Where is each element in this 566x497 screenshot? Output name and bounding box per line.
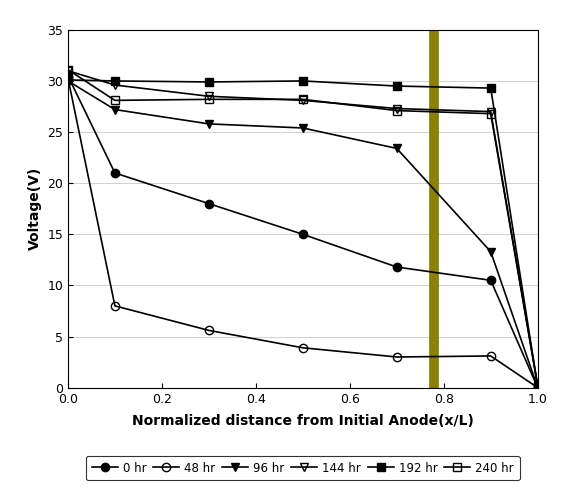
96 hr	[205, 121, 212, 127]
240 hr	[393, 108, 400, 114]
192 hr	[393, 83, 400, 89]
0 hr	[205, 201, 212, 207]
Line: 144 hr: 144 hr	[64, 67, 542, 390]
144 hr	[112, 82, 118, 88]
0 hr	[534, 385, 541, 391]
240 hr	[112, 97, 118, 103]
Y-axis label: Voltage(V): Voltage(V)	[28, 167, 42, 250]
240 hr	[205, 96, 212, 102]
240 hr	[534, 383, 541, 389]
0 hr	[393, 264, 400, 270]
192 hr	[65, 77, 71, 83]
X-axis label: Normalized distance from Initial Anode(x/L): Normalized distance from Initial Anode(x…	[132, 414, 474, 428]
192 hr	[205, 79, 212, 85]
0 hr	[487, 277, 494, 283]
48 hr	[487, 353, 494, 359]
96 hr	[534, 385, 541, 391]
144 hr	[487, 109, 494, 115]
192 hr	[534, 384, 541, 390]
0 hr	[65, 73, 71, 79]
144 hr	[534, 383, 541, 389]
96 hr	[112, 106, 118, 112]
48 hr	[65, 75, 71, 81]
96 hr	[299, 125, 306, 131]
Line: 240 hr: 240 hr	[64, 66, 542, 390]
240 hr	[65, 67, 71, 73]
96 hr	[393, 146, 400, 152]
48 hr	[299, 345, 306, 351]
144 hr	[299, 97, 306, 103]
48 hr	[534, 385, 541, 391]
48 hr	[112, 303, 118, 309]
192 hr	[299, 78, 306, 84]
Legend: 0 hr, 48 hr, 96 hr, 144 hr, 192 hr, 240 hr: 0 hr, 48 hr, 96 hr, 144 hr, 192 hr, 240 …	[86, 456, 520, 481]
0 hr	[299, 231, 306, 237]
192 hr	[112, 78, 118, 84]
Line: 0 hr: 0 hr	[64, 72, 542, 392]
Line: 96 hr: 96 hr	[64, 77, 542, 392]
240 hr	[299, 96, 306, 102]
192 hr	[487, 85, 494, 91]
Line: 48 hr: 48 hr	[64, 74, 542, 392]
144 hr	[205, 93, 212, 99]
48 hr	[205, 328, 212, 333]
144 hr	[65, 68, 71, 74]
Line: 192 hr: 192 hr	[64, 76, 542, 391]
96 hr	[487, 248, 494, 254]
96 hr	[65, 78, 71, 84]
48 hr	[393, 354, 400, 360]
144 hr	[393, 105, 400, 111]
240 hr	[487, 111, 494, 117]
0 hr	[112, 170, 118, 176]
